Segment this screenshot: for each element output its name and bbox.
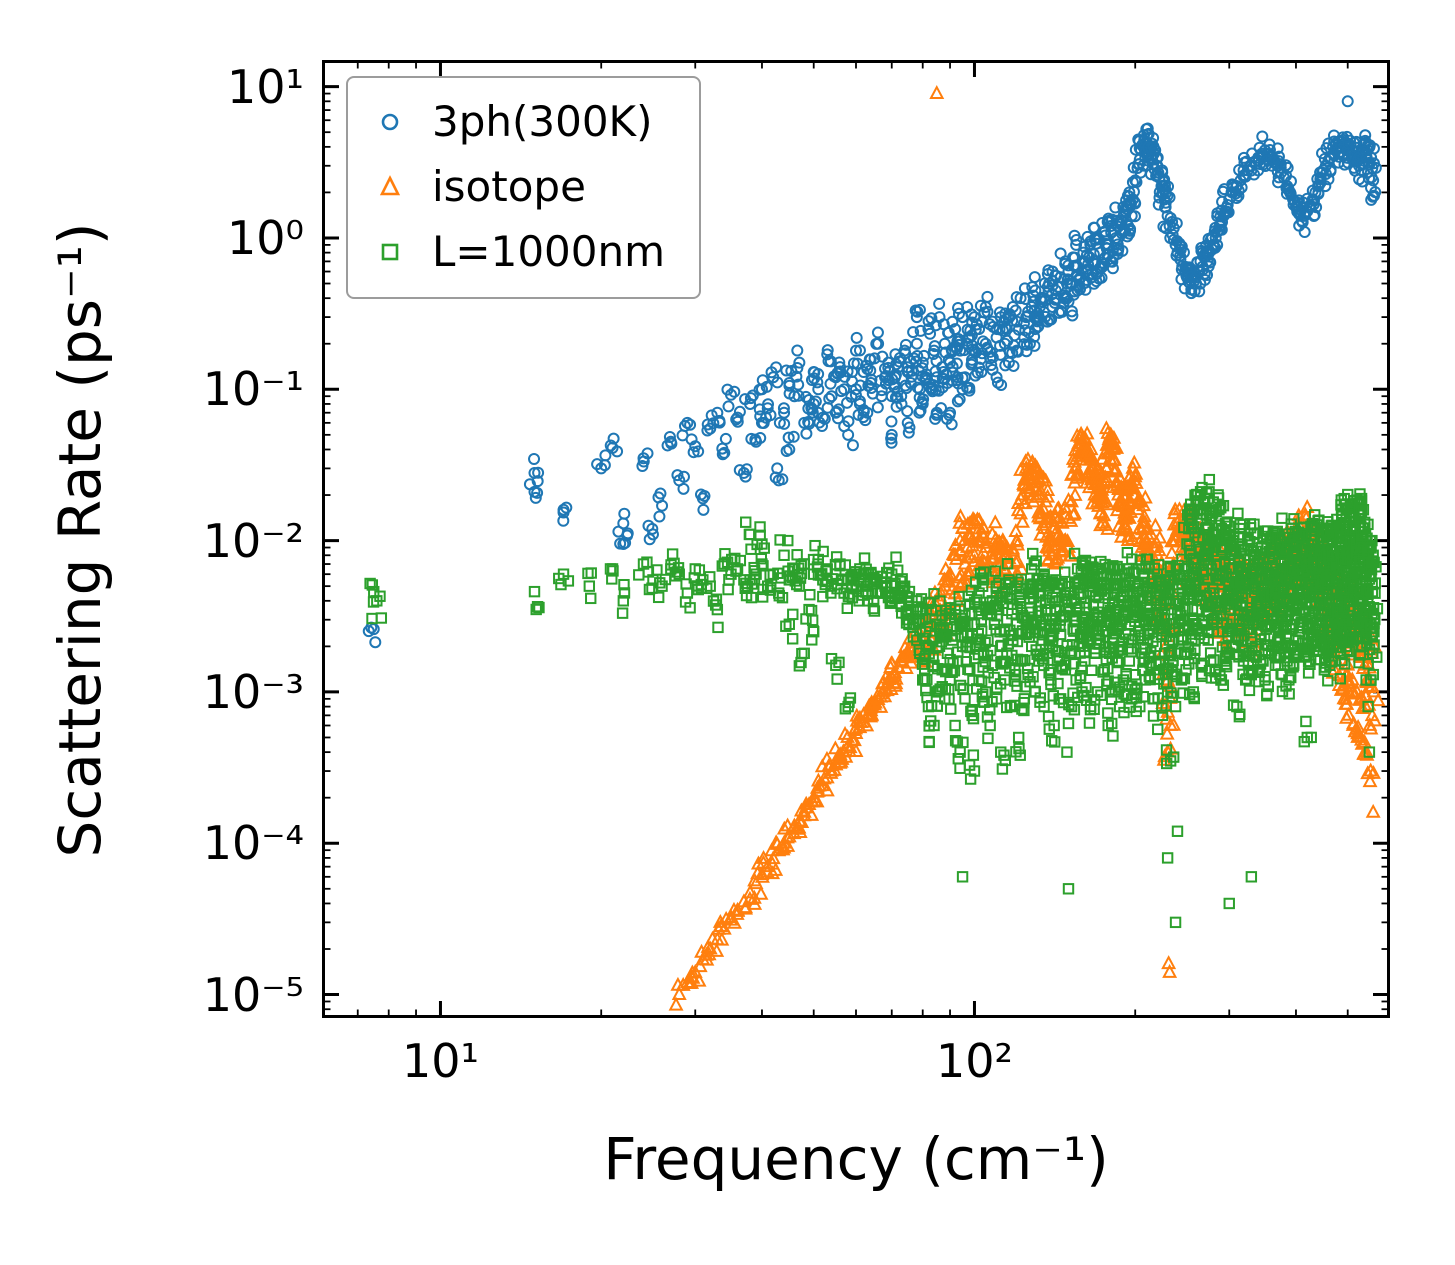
- series-l-1000nm: [364, 473, 1384, 929]
- y-axis-tick-label: 10⁻³: [202, 664, 304, 719]
- legend-item: isotope: [372, 157, 665, 218]
- y-axis-tick-label: 10⁻⁴: [202, 816, 304, 871]
- series-3ph-300k-: [362, 95, 1382, 649]
- y-axis-tick-label: 10⁻⁵: [202, 967, 304, 1022]
- legend-marker-square-icon: [381, 243, 399, 261]
- legend-marker-circle-icon: [381, 114, 399, 131]
- legend: 3ph(300K) isotope L=1000nm: [346, 76, 702, 299]
- legend-label: 3ph(300K): [432, 97, 653, 146]
- plot-frame: [322, 60, 1390, 1018]
- x-axis-tick-label: 10¹: [401, 1034, 479, 1088]
- legend-item: 3ph(300K): [372, 92, 665, 153]
- y-axis-tick-label: 10⁻²: [202, 513, 304, 568]
- legend-label: L=1000nm: [432, 226, 666, 276]
- y-axis-title: Scattering Rate (ps⁻¹): [46, 222, 114, 858]
- y-axis-tick-label: 10⁻¹: [202, 362, 304, 417]
- legend-label: isotope: [432, 161, 586, 211]
- x-axis-title: Frequency (cm⁻¹): [603, 1125, 1109, 1193]
- x-axis-tick-label: 10²: [935, 1034, 1013, 1088]
- y-axis-tick-label: 10¹: [227, 59, 304, 114]
- plot-canvas: [322, 60, 1390, 1018]
- legend-marker-triangle-icon: [379, 175, 401, 196]
- legend-item: L=1000nm: [372, 222, 665, 283]
- y-axis-tick-label: 10⁰: [227, 210, 304, 265]
- plot-area: 3ph(300K) isotope L=1000nm: [322, 60, 1390, 1018]
